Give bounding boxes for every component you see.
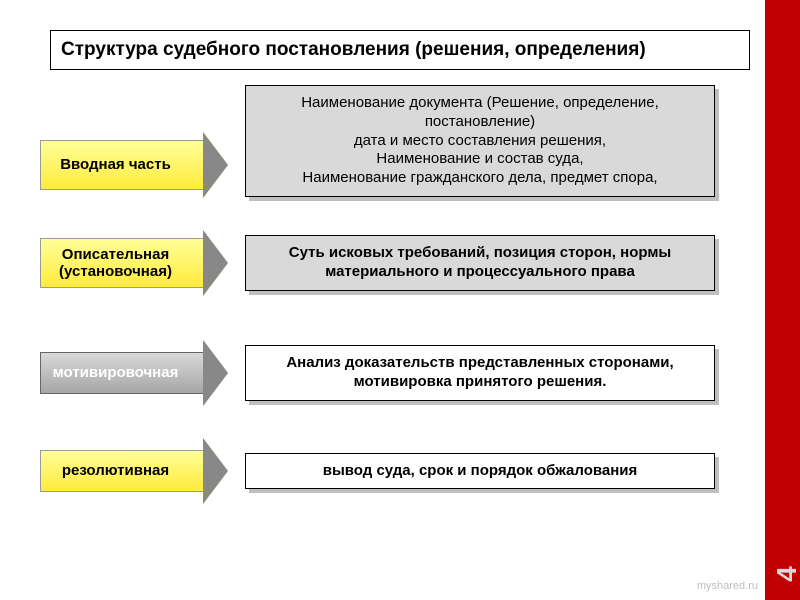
content-text: вывод суда, срок и порядок обжалования: [323, 462, 638, 479]
content-text: Наименование документа (Решение, определ…: [301, 94, 659, 186]
arrow-label-motivational: мотивировочная: [40, 352, 205, 394]
accent-sidebar: [765, 0, 800, 600]
content-box-resolutive: вывод суда, срок и порядок обжалования: [245, 453, 715, 490]
content-box-descriptive: Суть исковых требований, позиция сторон,…: [245, 235, 715, 291]
arrow-text: резолютивная: [62, 462, 169, 479]
diagram-row: Вводная часть Наименование документа (Ре…: [40, 85, 715, 197]
arrow-head-icon: [204, 231, 228, 295]
arrow-head-icon: [204, 341, 228, 405]
arrow-label-intro: Вводная часть: [40, 140, 205, 190]
page-number: 4: [771, 566, 800, 582]
diagram-row: Описательная (установочная) Суть исковых…: [40, 235, 715, 291]
content-box-intro: Наименование документа (Решение, определ…: [245, 85, 715, 197]
watermark: myshared.ru: [697, 580, 758, 592]
arrow-text: Вводная часть: [60, 156, 171, 173]
content-text: Суть исковых требований, позиция сторон,…: [289, 244, 672, 280]
arrow-text: мотивировочная: [53, 364, 179, 381]
arrow-head-icon: [204, 133, 228, 197]
arrow-head-icon: [204, 439, 228, 503]
content-text: Анализ доказательств представленных стор…: [286, 354, 673, 390]
arrow-text: Описательная (установочная): [45, 246, 186, 281]
arrow-label-descriptive: Описательная (установочная): [40, 238, 205, 288]
content-box-motivational: Анализ доказательств представленных стор…: [245, 345, 715, 401]
diagram-row: мотивировочная Анализ доказательств пред…: [40, 345, 715, 401]
diagram-title: Структура судебного постановления (решен…: [50, 30, 750, 70]
arrow-label-resolutive: резолютивная: [40, 450, 205, 492]
diagram-row: резолютивная вывод суда, срок и порядок …: [40, 450, 715, 492]
